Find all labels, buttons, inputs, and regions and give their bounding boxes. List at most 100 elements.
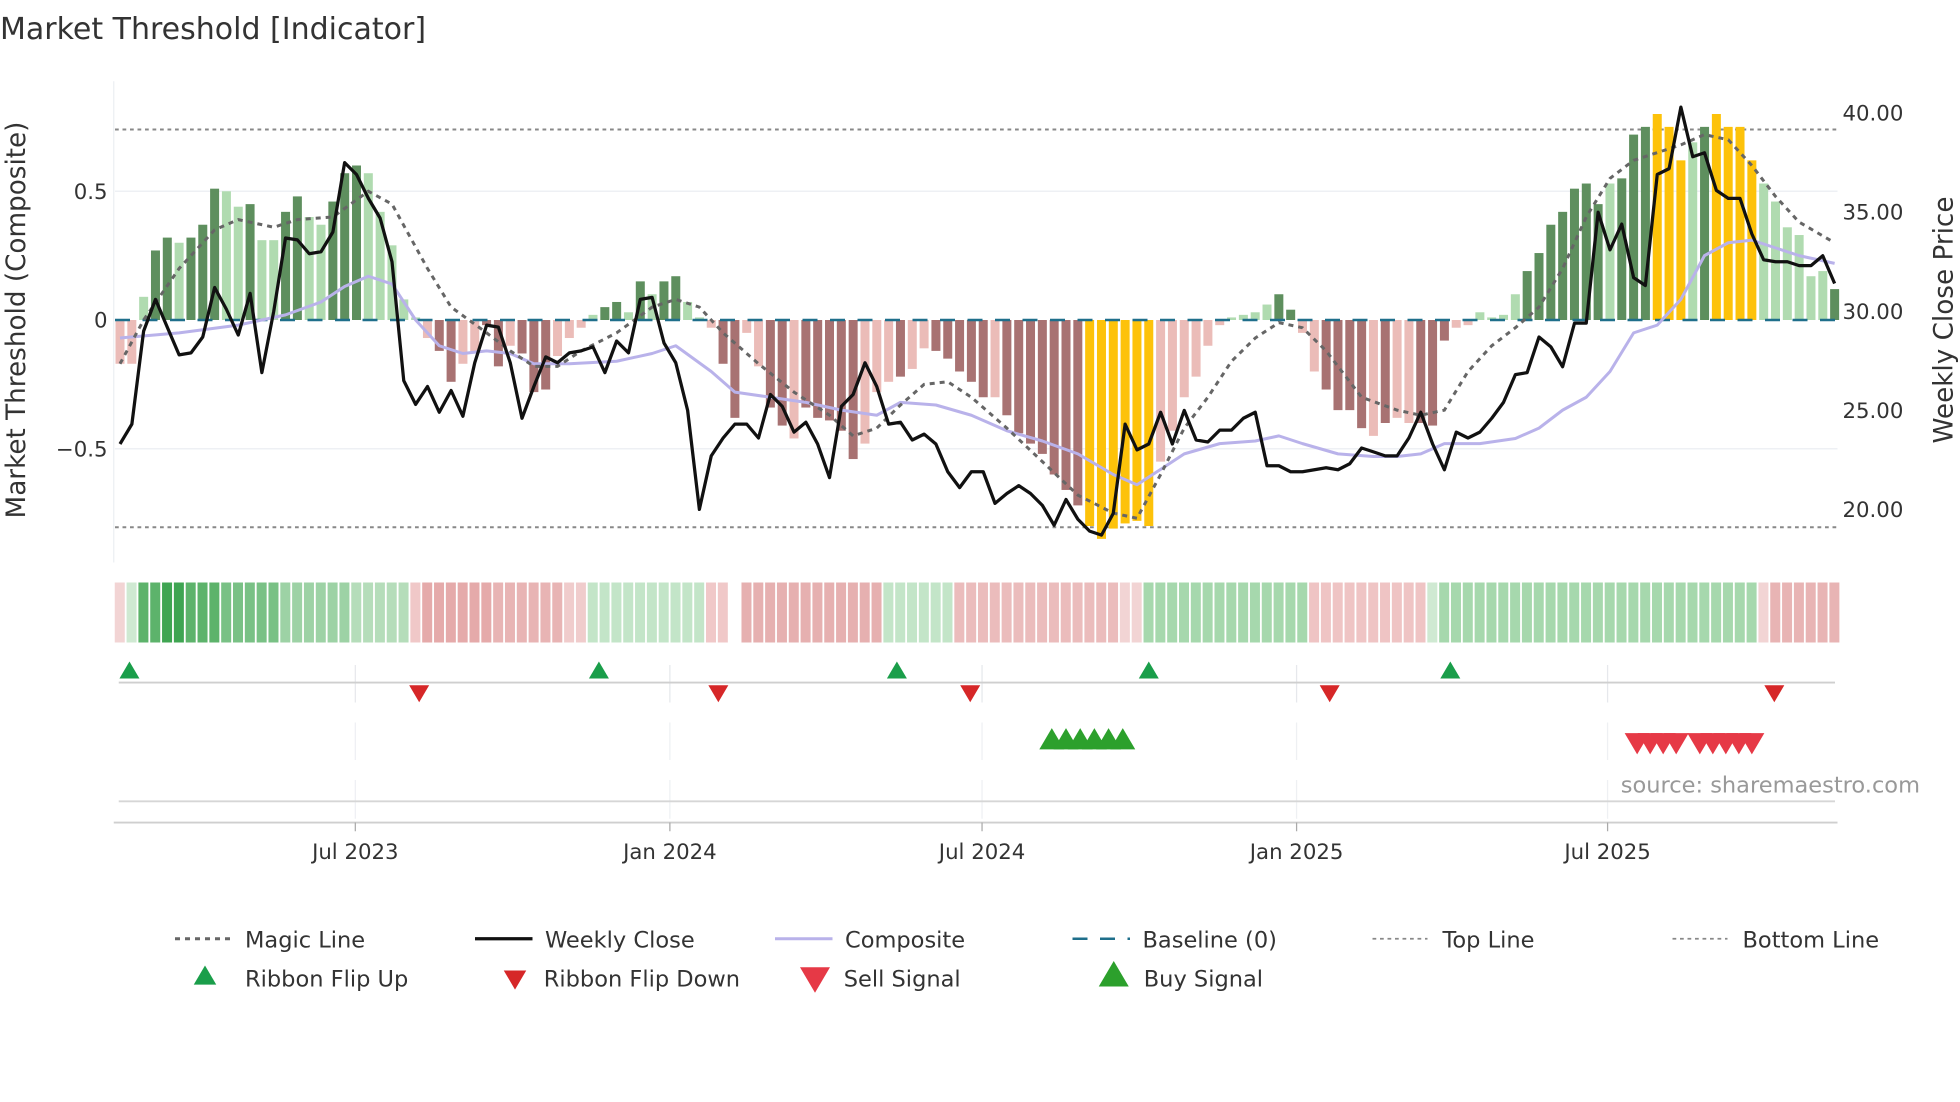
- legend-label-bottom: Bottom Line: [1743, 928, 1880, 954]
- ribbon-cell: [930, 582, 941, 643]
- composite-bar: [529, 320, 539, 393]
- right-tick-label: 25.00: [1843, 399, 1904, 424]
- composite-bar: [1782, 227, 1792, 320]
- ribbon-cell: [954, 582, 965, 643]
- ribbon-cell: [1013, 582, 1024, 643]
- composite-bar: [943, 320, 953, 359]
- ribbon-cell: [942, 582, 953, 643]
- composite-bar: [505, 320, 515, 346]
- ribbon-cell: [800, 582, 811, 643]
- ribbon-cell: [623, 582, 634, 643]
- ribbon-cell: [989, 582, 1000, 643]
- buy-signal-marker: [1110, 728, 1136, 750]
- composite-bar: [1700, 126, 1710, 320]
- ribbon-cell: [150, 582, 161, 643]
- ribbon-cell: [185, 582, 196, 643]
- ribbon-cell: [1214, 582, 1225, 643]
- composite-bar: [1357, 320, 1367, 429]
- ribbon-cell: [1427, 582, 1438, 643]
- ribbon-cell: [1143, 582, 1154, 643]
- legend-label-composite: Composite: [845, 928, 965, 954]
- composite-bar: [1593, 204, 1603, 320]
- ribbon-cell: [1391, 582, 1402, 643]
- composite-bar: [801, 320, 811, 408]
- ribbon-cell: [1687, 582, 1698, 643]
- composite-bar: [1345, 320, 1355, 411]
- ribbon-cell: [1793, 582, 1804, 643]
- composite-bar: [257, 240, 267, 320]
- ribbon-cell: [1309, 582, 1320, 643]
- ribbon-cell: [1238, 582, 1249, 643]
- composite-bar: [458, 320, 468, 364]
- ribbon-flip-down-marker: [409, 685, 430, 703]
- composite-bar: [1238, 314, 1248, 320]
- ribbon-flip-up-marker: [1138, 661, 1159, 679]
- composite-bar: [1286, 309, 1296, 320]
- composite-bar: [1096, 320, 1106, 539]
- composite-bar: [623, 312, 633, 320]
- x-tick-label: Jan 2025: [1248, 840, 1344, 865]
- ribbon-cell: [1462, 582, 1473, 643]
- ribbon-cell: [374, 582, 385, 643]
- x-tick-label: Jan 2024: [621, 840, 717, 865]
- composite-bar: [482, 320, 492, 326]
- ribbon-cell: [410, 582, 421, 643]
- composite-bar: [233, 206, 243, 320]
- composite-bar: [564, 320, 574, 339]
- ribbon-cell: [658, 582, 669, 643]
- ribbon-flip-down-marker: [1764, 685, 1785, 703]
- composite-bar: [754, 320, 764, 367]
- legend-label-close: Weekly Close: [545, 928, 695, 954]
- composite-bar: [659, 281, 669, 320]
- composite-bar: [588, 314, 598, 320]
- ribbon-cell: [824, 582, 835, 643]
- series-lines: [115, 105, 1838, 537]
- ribbon-cell: [1510, 582, 1521, 643]
- ribbon-cell: [1096, 582, 1107, 643]
- composite-bar: [517, 320, 527, 354]
- ribbon-cell: [1048, 582, 1059, 643]
- composite-bar: [304, 217, 314, 320]
- legend-label-baseline: Baseline (0): [1143, 928, 1277, 954]
- ribbon-strip: [114, 582, 1840, 643]
- composite-bar: [706, 320, 716, 328]
- ribbon-cell: [1380, 582, 1391, 643]
- ribbon-flip-down-marker: [708, 685, 729, 703]
- composite-bar: [1818, 271, 1828, 320]
- ribbon-cell: [1675, 582, 1686, 643]
- ribbon-cell: [575, 582, 586, 643]
- legend-label-magic: Magic Line: [245, 928, 365, 954]
- composite-bar: [1605, 183, 1615, 320]
- composite-bar: [541, 320, 551, 390]
- composite-bar: [884, 320, 894, 382]
- ribbon-cell: [1817, 582, 1828, 643]
- composite-bar: [1392, 320, 1402, 418]
- composite-bar: [1321, 320, 1331, 390]
- composite-bar: [1534, 253, 1544, 320]
- composite-bar: [1108, 320, 1118, 529]
- ribbon-cell: [646, 582, 657, 643]
- composite-bar: [777, 320, 787, 426]
- right-tick-label: 35.00: [1843, 201, 1904, 226]
- ribbon-cell: [1320, 582, 1331, 643]
- composite-bar: [115, 320, 125, 364]
- composite-bar: [493, 320, 503, 367]
- composite-bar: [1499, 314, 1509, 320]
- ribbon-cell: [481, 582, 492, 643]
- ribbon-cell: [883, 582, 894, 643]
- composite-bar: [1475, 312, 1485, 320]
- composite-bar: [399, 299, 409, 320]
- ribbon-cell: [1179, 582, 1189, 643]
- composite-bar: [363, 173, 373, 320]
- composite-bar: [1451, 320, 1461, 328]
- ribbon-cell: [836, 582, 847, 643]
- legend-label-flip_down: Ribbon Flip Down: [544, 966, 740, 992]
- composite-bar: [848, 320, 858, 460]
- legend-label-buy: Buy Signal: [1144, 966, 1263, 992]
- ribbon-cell: [1569, 582, 1580, 643]
- ribbon-cell: [162, 582, 173, 643]
- composite-bar: [1830, 289, 1840, 320]
- left-axis-label: Market Threshold (Composite): [2, 122, 32, 519]
- composite-bar: [907, 320, 917, 369]
